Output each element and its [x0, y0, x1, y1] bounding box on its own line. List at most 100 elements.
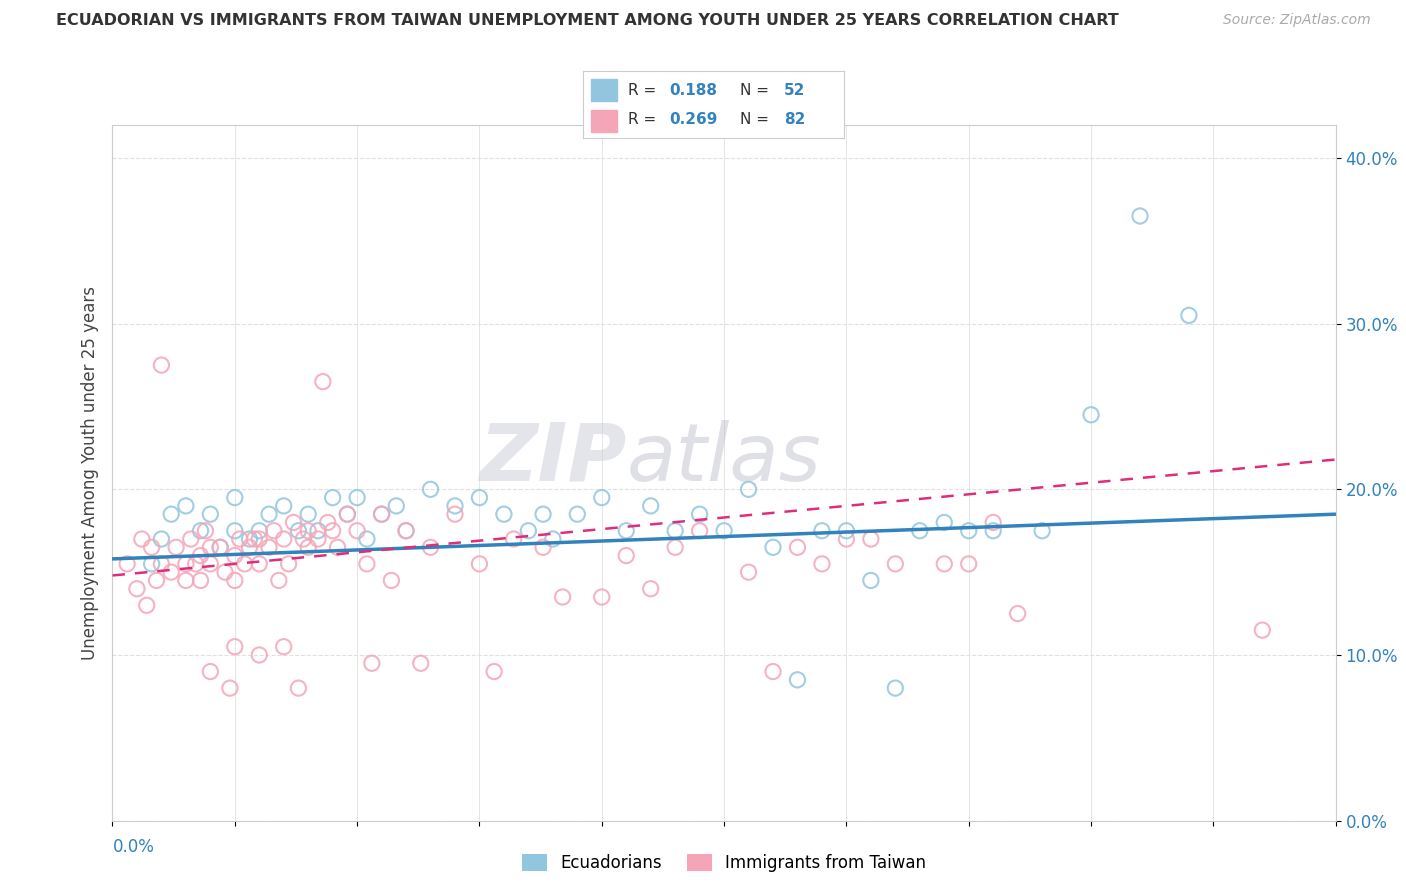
Point	[322, 491, 344, 505]
Point	[551, 590, 574, 604]
Point	[884, 681, 907, 695]
Point	[184, 557, 207, 571]
Legend: Ecuadorians, Immigrants from Taiwan: Ecuadorians, Immigrants from Taiwan	[515, 847, 934, 879]
Point	[292, 532, 315, 546]
Point	[957, 557, 980, 571]
Point	[150, 557, 173, 571]
Point	[307, 532, 329, 546]
Point	[614, 549, 637, 563]
Point	[160, 507, 183, 521]
Point	[115, 557, 138, 571]
Point	[737, 483, 759, 497]
Point	[502, 532, 524, 546]
Point	[224, 491, 246, 505]
Point	[689, 524, 711, 538]
Point	[419, 541, 441, 555]
Point	[194, 524, 217, 538]
Point	[145, 574, 167, 588]
Point	[150, 358, 173, 372]
Point	[224, 574, 246, 588]
Text: ECUADORIAN VS IMMIGRANTS FROM TAIWAN UNEMPLOYMENT AMONG YOUTH UNDER 25 YEARS COR: ECUADORIAN VS IMMIGRANTS FROM TAIWAN UNE…	[56, 13, 1119, 29]
Point	[228, 532, 250, 546]
Point	[273, 532, 295, 546]
Point	[360, 657, 382, 671]
Point	[326, 541, 349, 555]
Text: 0.188: 0.188	[669, 83, 717, 97]
Point	[409, 657, 432, 671]
Point	[346, 491, 368, 505]
Point	[263, 524, 285, 538]
Point	[180, 532, 202, 546]
Point	[233, 557, 256, 571]
Point	[517, 524, 540, 538]
Point	[981, 524, 1004, 538]
Text: 82: 82	[783, 112, 806, 127]
Text: 0.0%: 0.0%	[112, 838, 155, 856]
Point	[934, 557, 956, 571]
Point	[200, 507, 222, 521]
Point	[541, 532, 564, 546]
Point	[247, 524, 270, 538]
Point	[135, 599, 157, 613]
Point	[336, 507, 359, 521]
Point	[591, 590, 613, 604]
Point	[131, 532, 153, 546]
Point	[531, 541, 554, 555]
Point	[591, 491, 613, 505]
Point	[209, 541, 232, 555]
Text: 52: 52	[783, 83, 806, 97]
Point	[1178, 309, 1201, 323]
Point	[200, 541, 222, 555]
Point	[150, 532, 173, 546]
Point	[786, 673, 808, 687]
Point	[614, 524, 637, 538]
Point	[811, 557, 834, 571]
Point	[273, 499, 295, 513]
Point	[346, 524, 368, 538]
Point	[219, 681, 242, 695]
Point	[835, 524, 858, 538]
Point	[238, 541, 260, 555]
Point	[224, 640, 246, 654]
Point	[713, 524, 735, 538]
Point	[1251, 623, 1274, 637]
Point	[141, 557, 163, 571]
Point	[257, 507, 280, 521]
Point	[444, 499, 467, 513]
Point	[273, 640, 295, 654]
Point	[859, 532, 882, 546]
Point	[370, 507, 392, 521]
Point	[209, 541, 232, 555]
Point	[190, 524, 212, 538]
Point	[567, 507, 589, 521]
Text: atlas: atlas	[626, 420, 821, 498]
Point	[689, 507, 711, 521]
Point	[1129, 209, 1152, 223]
Point	[200, 557, 222, 571]
Point	[811, 524, 834, 538]
Point	[247, 648, 270, 662]
Point	[1031, 524, 1053, 538]
Point	[238, 532, 260, 546]
Point	[190, 549, 212, 563]
Point	[737, 565, 759, 579]
Point	[307, 524, 329, 538]
Point	[356, 557, 378, 571]
Point	[468, 491, 491, 505]
Point	[141, 541, 163, 555]
Point	[468, 557, 491, 571]
Point	[385, 499, 408, 513]
Y-axis label: Unemployment Among Youth under 25 years: Unemployment Among Youth under 25 years	[80, 285, 98, 660]
Text: R =: R =	[627, 112, 661, 127]
Point	[160, 565, 183, 579]
Point	[419, 483, 441, 497]
Point	[297, 541, 319, 555]
Point	[287, 524, 309, 538]
Point	[247, 557, 270, 571]
Point	[444, 507, 467, 521]
Point	[482, 665, 505, 679]
Text: ZIP: ZIP	[479, 420, 626, 498]
Point	[884, 557, 907, 571]
Point	[380, 574, 402, 588]
Point	[200, 665, 222, 679]
